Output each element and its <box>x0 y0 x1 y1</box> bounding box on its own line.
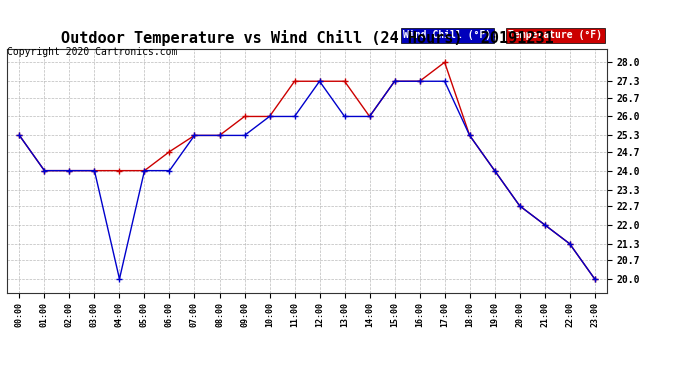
Text: Copyright 2020 Cartronics.com: Copyright 2020 Cartronics.com <box>7 47 177 57</box>
Text: Wind Chill (°F): Wind Chill (°F) <box>403 30 491 40</box>
Title: Outdoor Temperature vs Wind Chill (24 Hours)  20191231: Outdoor Temperature vs Wind Chill (24 Ho… <box>61 30 553 46</box>
Text: Temperature (°F): Temperature (°F) <box>508 30 602 40</box>
